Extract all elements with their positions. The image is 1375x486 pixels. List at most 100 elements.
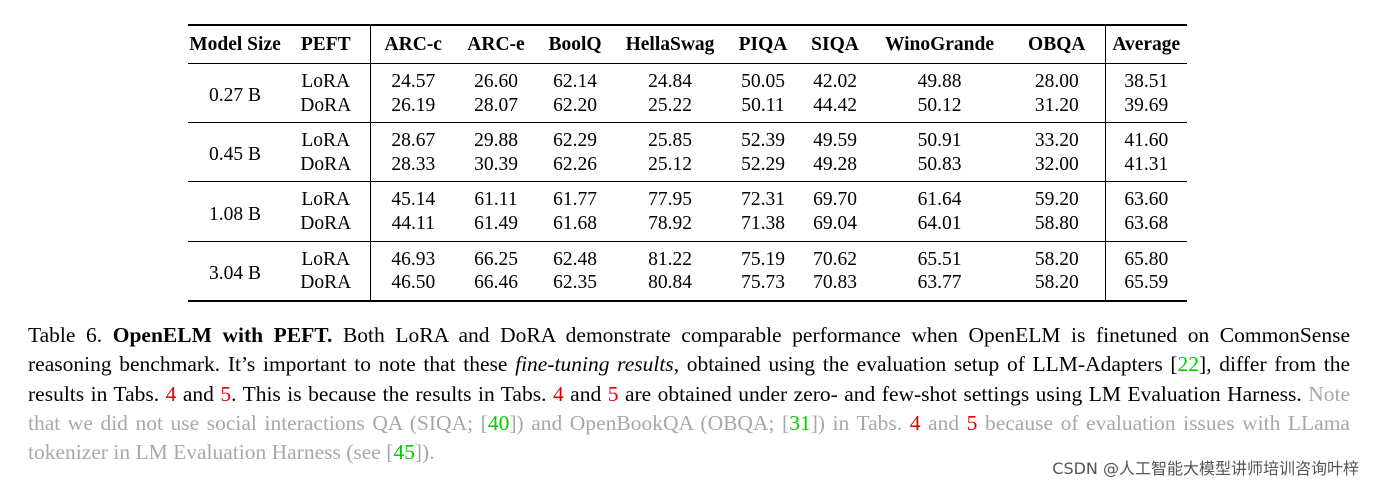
table-group: 3.04 B LoRA 46.93 66.25 62.48 81.22 75.19 70.62… <box>188 240 1187 301</box>
header-obqa: OBQA <box>1009 25 1105 64</box>
table-row: 0.45 B LoRA 28.67 29.88 62.29 25.85 52.39 49.59… <box>188 122 1187 182</box>
score-cell: 66.25 <box>456 240 536 272</box>
results-table-container: Model Size PEFT ARC-c ARC-e BoolQ HellaS… <box>188 24 1187 302</box>
caption-text-5: are obtained under zero- and few-shot se… <box>618 381 1309 406</box>
citation-link-40[interactable]: 40 <box>487 410 510 435</box>
score-cell: 80.84 <box>648 272 692 294</box>
score-cell: 52.29 <box>741 153 785 175</box>
table-ref-link-4[interactable]: 4 <box>909 410 921 435</box>
score-cell: 50.83 <box>917 153 962 175</box>
table-ref-link-5[interactable]: 5 <box>607 381 619 406</box>
score-cell: 64.01 <box>917 212 962 234</box>
score-cell: 31.20 <box>1034 94 1079 116</box>
score-cell: 44.42 <box>813 94 857 116</box>
caption-label: Table 6. <box>28 323 103 347</box>
header-arc-c: ARC-c <box>369 25 456 64</box>
score-cell: 25.22 <box>648 94 692 116</box>
score-cell: 62.26 <box>553 153 597 175</box>
caption-text-1: Both LoRA and DoRA demonstrate comparabl… <box>28 323 1350 377</box>
score-cell: 25.12 <box>648 153 692 175</box>
caption-gray-text-3: ]) in Tabs. <box>810 410 910 435</box>
score-cell: 75.19 <box>726 240 800 272</box>
score-cell: 42.02 <box>813 71 857 92</box>
model-size-cell: 0.45 B <box>188 122 282 182</box>
caption-gray-text-2: ]) and OpenBookQA (OBQA; [ <box>509 410 790 435</box>
score-cell: 58.20 <box>1009 240 1105 272</box>
caption-italic: fine-tuning results <box>515 352 674 377</box>
header-peft: PEFT <box>282 25 370 64</box>
score-cell: 24.84 <box>648 71 692 92</box>
peft-results-table: Model Size PEFT ARC-c ARC-e BoolQ HellaS… <box>188 24 1187 302</box>
score-cell: 58.20 <box>1034 272 1079 294</box>
citation-link-22[interactable]: 22 <box>1177 352 1200 377</box>
score-cell: 62.48 <box>536 240 614 272</box>
score-cell: 26.19 <box>369 93 456 123</box>
score-cell: 49.59 <box>800 122 870 153</box>
table-group: 0.27 B LoRA 24.57 26.60 62.14 24.84 50.05 42.02… <box>188 63 1187 123</box>
score-cell: 41.31 <box>1104 152 1187 182</box>
score-cell: 58.80 <box>1034 212 1079 234</box>
score-cell: 52.39 <box>726 122 800 153</box>
score-cell: 75.73 <box>741 272 785 294</box>
score-cell: 49.88 <box>917 71 962 92</box>
score-cell: 46.93 <box>369 240 456 272</box>
peft-method-cell: DoRA <box>300 272 352 294</box>
header-winogrande: WinoGrande <box>870 25 1009 64</box>
peft-method-cell: LoRA <box>282 181 370 212</box>
table-row: 3.04 B LoRA 46.93 66.25 62.48 81.22 75.19 70.62… <box>188 240 1187 301</box>
peft-method-cell: LoRA <box>282 122 370 153</box>
score-cell: 33.20 <box>1009 122 1105 153</box>
citation-link-31[interactable]: 31 <box>789 410 811 435</box>
score-cell: 50.11 <box>741 94 785 116</box>
table-ref-link-5[interactable]: 5 <box>966 410 978 435</box>
header-boolq: BoolQ <box>536 25 614 64</box>
score-cell: 59.20 <box>1009 181 1105 212</box>
score-cell: 66.46 <box>474 272 518 294</box>
score-cell: 50.05 <box>741 71 785 92</box>
score-cell: 81.22 <box>614 240 726 272</box>
table-row: 0.27 B LoRA 24.57 26.60 62.14 24.84 50.05 42.02… <box>188 63 1187 106</box>
caption-and-2: and <box>563 381 608 406</box>
header-piqa: PIQA <box>726 25 800 64</box>
score-cell: 50.91 <box>870 122 1009 153</box>
table-ref-link-5[interactable]: 5 <box>220 381 232 406</box>
score-cell: 30.39 <box>474 153 518 175</box>
score-cell: 28.67 <box>369 122 456 153</box>
score-cell: 63.68 <box>1104 211 1187 242</box>
score-cell: 63.77 <box>917 272 962 294</box>
score-cell: 62.20 <box>553 94 597 116</box>
score-cell: 62.35 <box>553 272 597 294</box>
score-cell: 71.38 <box>741 212 785 234</box>
watermark: CSDN @人工智能大模型讲师培训咨询叶梓 <box>1052 459 1359 478</box>
table-row: DoRA 44.11 61.49 61.68 78.92 71.38 69.04 64.01 5… <box>188 211 1187 242</box>
table-ref-link-4[interactable]: 4 <box>552 381 564 406</box>
score-cell: 78.92 <box>648 212 692 234</box>
caption-gray-text-4: because of evaluation issues with LLama … <box>28 410 1350 465</box>
citation-link-45[interactable]: 45 <box>393 440 415 465</box>
table-row: DoRA 46.50 66.46 62.35 80.84 75.73 70.83 63.77 5… <box>188 271 1187 301</box>
score-cell: 61.11 <box>456 181 536 212</box>
score-cell: 70.62 <box>800 240 870 272</box>
score-cell: 28.00 <box>1034 71 1079 92</box>
caption-gray-text-1: Note that we did not use social interact… <box>28 381 1351 435</box>
caption-title: OpenELM with PEFT. <box>112 323 333 347</box>
header-average: Average <box>1104 25 1187 64</box>
score-cell: 69.04 <box>813 212 857 234</box>
score-cell: 77.95 <box>614 181 726 212</box>
score-cell: 25.85 <box>614 122 726 153</box>
score-cell: 28.33 <box>369 152 456 182</box>
model-size-cell: 3.04 B <box>188 240 282 301</box>
peft-method-cell: LoRA <box>282 240 370 272</box>
model-size-cell: 0.27 B <box>208 85 261 107</box>
score-cell: 26.60 <box>474 71 518 92</box>
table-caption: Table 6. OpenELM with PEFT. Both LoRA an… <box>28 321 1350 467</box>
score-cell: 65.80 <box>1104 240 1187 272</box>
score-cell: 61.77 <box>536 181 614 212</box>
score-cell: 29.88 <box>456 122 536 153</box>
table-ref-link-4[interactable]: 4 <box>165 381 177 406</box>
score-cell: 61.49 <box>474 212 518 234</box>
peft-method-cell: LoRA <box>301 71 351 92</box>
caption-text-3: ], differ from the results in Tabs. <box>28 352 1351 406</box>
caption-text-4: . This is because the results in Tabs. <box>231 381 553 406</box>
score-cell: 50.12 <box>917 94 962 116</box>
